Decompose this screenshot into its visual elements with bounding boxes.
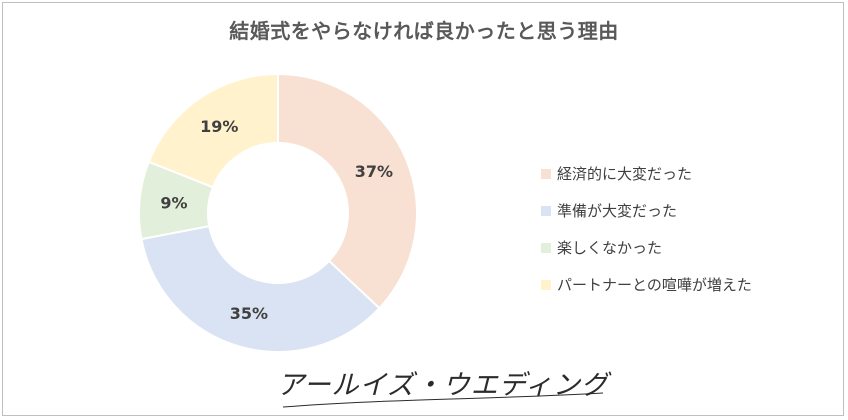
legend-item: 経済的に大変だった [541,155,752,192]
legend-label: パートナーとの喧嘩が増えた [557,276,752,294]
legend-swatch [541,205,551,216]
chart-title: 結婚式をやらなければ良かったと思う理由 [229,19,619,43]
chart-frame: 結婚式をやらなければ良かったと思う理由 37% 35% 9% 19% 経済的に大変だっ… [2,2,844,416]
legend-item: パートナーとの喧嘩が増えた [541,266,752,303]
legend-label: 準備が大変だった [557,202,678,220]
donut-slice [277,72,418,310]
slice-value-label: 19% [200,117,238,136]
donut-chart: 37% 35% 9% 19% [138,72,418,353]
donut-slice [147,72,279,189]
legend-label: 楽しくなかった [557,239,663,257]
legend-swatch [541,168,551,179]
slice-value-label: 9% [160,194,187,213]
chart-legend: 経済的に大変だった 準備が大変だった 楽しくなかった パートナーとの喧嘩が増えた [541,155,752,303]
donut-slice [140,224,381,353]
slice-value-label: 37% [355,162,393,181]
legend-swatch [541,279,551,290]
brand-logo: アールイズ・ウエディング [263,363,623,413]
slice-value-label: 35% [230,304,268,323]
legend-item: 準備が大変だった [541,192,752,229]
legend-label: 経済的に大変だった [557,165,693,183]
legend-item: 楽しくなかった [541,229,752,266]
brand-swoosh-icon [282,392,604,408]
legend-swatch [541,242,551,253]
